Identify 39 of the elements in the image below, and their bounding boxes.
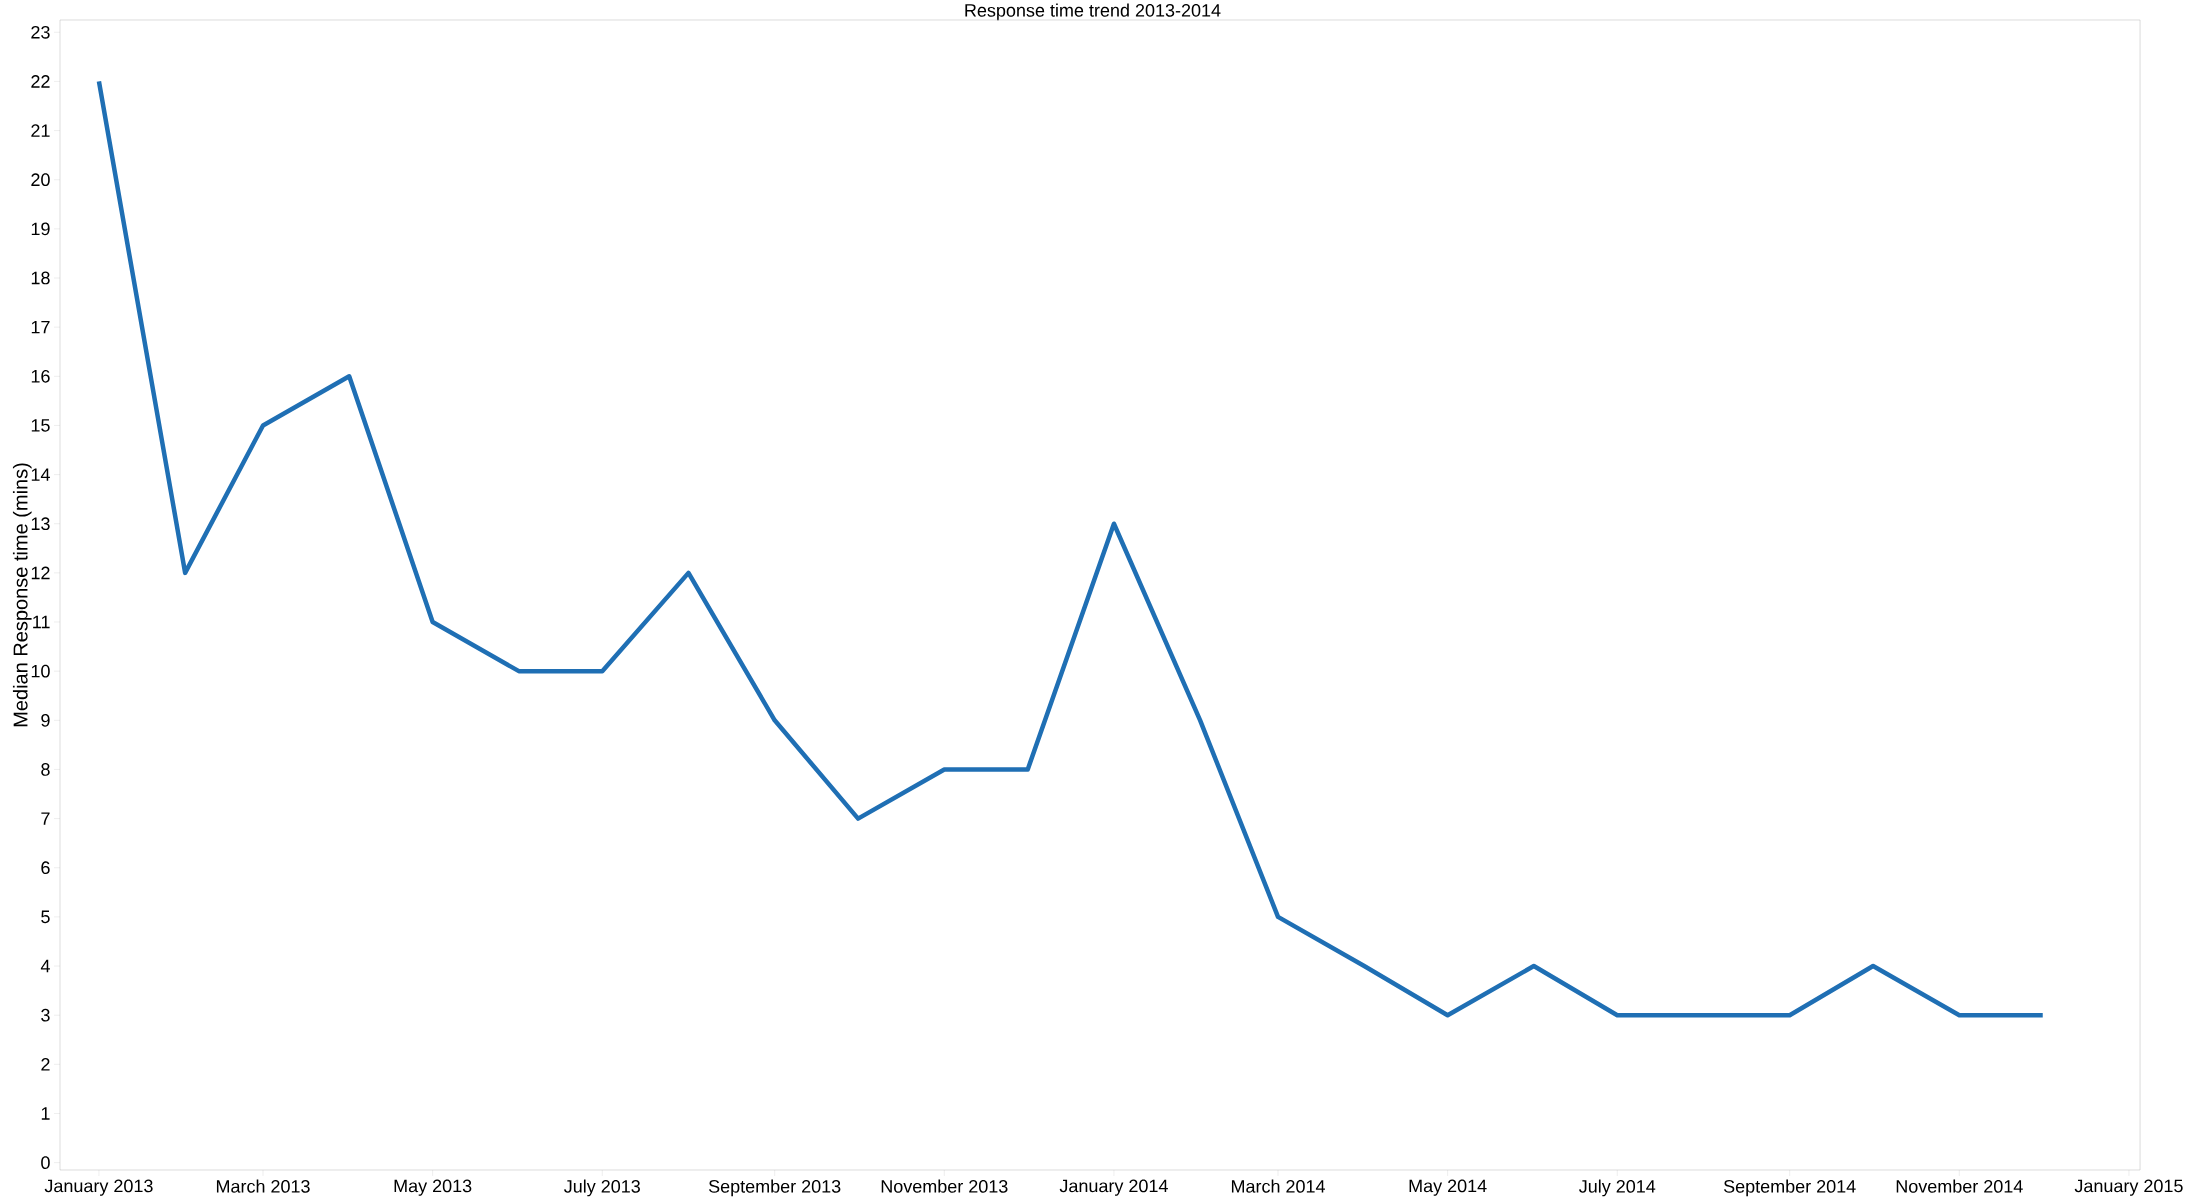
y-tick-label: 0: [41, 1156, 50, 1169]
y-tick-label: 1: [41, 1107, 50, 1120]
x-tick-label: September 2013: [708, 1179, 841, 1197]
y-tick-label: 17: [31, 320, 50, 334]
y-tick-label: 8: [41, 763, 50, 776]
y-tick-label: 9: [41, 713, 50, 727]
y-tick-label: 12: [31, 566, 50, 580]
x-tick-label: January 2013: [44, 1179, 153, 1196]
x-tick-label: July 2013: [564, 1179, 640, 1197]
y-tick-label: 20: [31, 173, 50, 187]
y-tick-label: 15: [31, 419, 50, 432]
x-tick-label: July 2014: [1579, 1179, 1656, 1197]
y-tick-label: 5: [41, 910, 50, 924]
y-tick-label: 11: [33, 615, 50, 629]
x-tick-label: September 2014: [1723, 1179, 1856, 1197]
y-tick-label: 4: [40, 959, 50, 973]
x-tick-label: May 2013: [394, 1179, 472, 1196]
y-tick-label: 2: [41, 1058, 50, 1071]
y-tick-label: 3: [41, 1008, 50, 1022]
y-axis-title: Median Response time (mins): [12, 463, 32, 727]
x-tick-label: March 2014: [1231, 1179, 1325, 1193]
y-tick-label: 16: [31, 369, 50, 383]
y-tick-label: 18: [31, 271, 50, 285]
x-tick-label: January 2015: [2074, 1179, 2183, 1196]
y-tick-label: 21: [31, 124, 50, 137]
y-tick-label: 13: [31, 517, 50, 531]
x-tick-label: January 2014: [1059, 1179, 1168, 1196]
x-tick-label: November 2013: [881, 1179, 1008, 1193]
chart-title: Response time trend 2013-2014: [965, 3, 1221, 21]
y-tick-label: 14: [31, 468, 50, 481]
y-tick-label: 23: [31, 25, 50, 39]
y-tick-label: 7: [41, 812, 50, 825]
y-tick-label: 6: [41, 861, 50, 875]
x-tick-label: November 2014: [1896, 1179, 2023, 1193]
y-tick-label: 10: [31, 664, 50, 678]
x-tick-label: May 2014: [1409, 1179, 1487, 1196]
x-tick-label: March 2013: [216, 1179, 310, 1193]
y-tick-label: 19: [31, 222, 50, 236]
y-tick-label: 22: [31, 75, 50, 88]
